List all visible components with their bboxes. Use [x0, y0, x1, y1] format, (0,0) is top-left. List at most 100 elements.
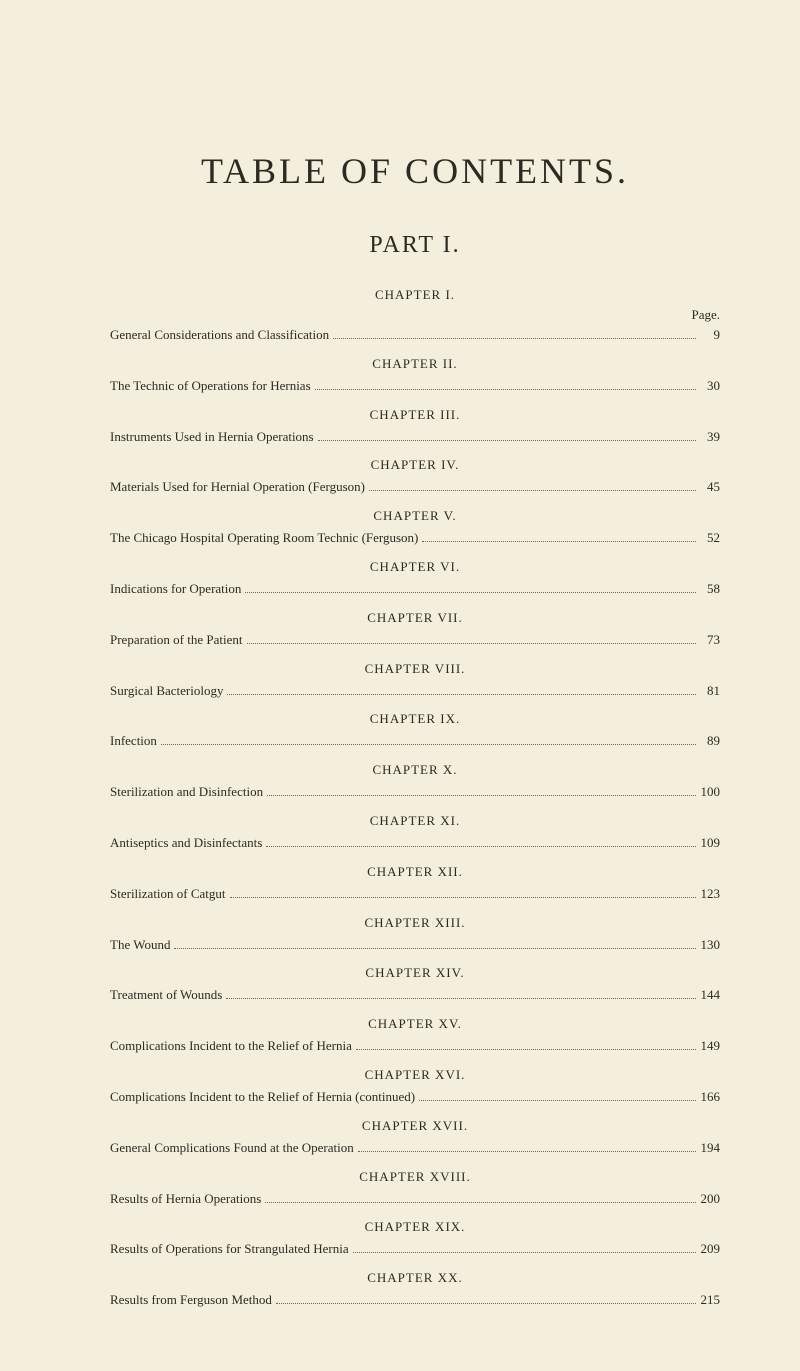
entry-label: The Technic of Operations for Hernias [110, 376, 311, 397]
toc-entry: Complications Incident to the Relief of … [110, 1036, 720, 1057]
entry-page: 52 [700, 528, 720, 549]
chapter-heading: CHAPTER XI. [110, 813, 720, 829]
entry-label: Materials Used for Hernial Operation (Fe… [110, 477, 365, 498]
entry-label: Complications Incident to the Relief of … [110, 1036, 352, 1057]
entry-page: 123 [700, 884, 720, 905]
dot-leader [369, 479, 696, 492]
toc-entry: The Chicago Hospital Operating Room Tech… [110, 528, 720, 549]
entry-label: Results of Operations for Strangulated H… [110, 1239, 349, 1260]
entry-label: Results from Ferguson Method [110, 1290, 272, 1311]
chapter-heading: CHAPTER XIII. [110, 915, 720, 931]
chapter-heading: CHAPTER III. [110, 407, 720, 423]
chapter-heading: CHAPTER XIX. [110, 1219, 720, 1235]
entry-page: 89 [700, 731, 720, 752]
entry-page: 81 [700, 681, 720, 702]
entry-page: 58 [700, 579, 720, 600]
toc-entry: Complications Incident to the Relief of … [110, 1087, 720, 1108]
toc-entry: Preparation of the Patient 73 [110, 630, 720, 651]
entry-label: Sterilization of Catgut [110, 884, 226, 905]
entry-page: 200 [700, 1189, 720, 1210]
dot-leader [358, 1139, 696, 1152]
chapter-heading: CHAPTER XVI. [110, 1067, 720, 1083]
entry-label: Treatment of Wounds [110, 985, 222, 1006]
chapter-heading: CHAPTER X. [110, 762, 720, 778]
chapter-heading: CHAPTER VI. [110, 559, 720, 575]
dot-leader [245, 580, 696, 593]
chapter-heading: CHAPTER XVII. [110, 1118, 720, 1134]
toc-entry: General Complications Found at the Opera… [110, 1138, 720, 1159]
entry-page: 194 [700, 1138, 720, 1159]
toc-entry: Infection 89 [110, 731, 720, 752]
toc-entry: Treatment of Wounds 144 [110, 985, 720, 1006]
chapter-heading: CHAPTER II. [110, 356, 720, 372]
toc-entry: General Considerations and Classificatio… [110, 325, 720, 346]
chapter-heading: CHAPTER I. [110, 287, 720, 303]
toc-entry: Antiseptics and Disinfectants 109 [110, 833, 720, 854]
dot-leader [318, 428, 696, 441]
chapter-heading: CHAPTER IV. [110, 457, 720, 473]
entry-label: Indications for Operation [110, 579, 241, 600]
entry-label: Infection [110, 731, 157, 752]
entry-label: General Considerations and Classificatio… [110, 325, 329, 346]
dot-leader [315, 377, 696, 390]
dot-leader [333, 326, 696, 339]
chapter-heading: CHAPTER VII. [110, 610, 720, 626]
toc-entry: Indications for Operation 58 [110, 579, 720, 600]
toc-entry: Surgical Bacteriology 81 [110, 681, 720, 702]
entry-label: Instruments Used in Hernia Operations [110, 427, 314, 448]
dot-leader [419, 1088, 696, 1101]
toc-entry: Results of Hernia Operations 200 [110, 1189, 720, 1210]
entry-page: 45 [700, 477, 720, 498]
chapter-heading: CHAPTER XVIII. [110, 1169, 720, 1185]
entry-page: 100 [700, 782, 720, 803]
toc-entry: The Technic of Operations for Hernias 30 [110, 376, 720, 397]
dot-leader [174, 936, 696, 949]
page-title: TABLE OF CONTENTS. [110, 150, 720, 192]
dot-leader [161, 733, 696, 746]
toc-entry: The Wound 130 [110, 935, 720, 956]
dot-leader [276, 1291, 696, 1304]
toc-entry: Sterilization of Catgut 123 [110, 884, 720, 905]
entry-label: General Complications Found at the Opera… [110, 1138, 354, 1159]
page-column-label: Page. [691, 307, 720, 323]
entry-page: 166 [700, 1087, 720, 1108]
entry-label: Antiseptics and Disinfectants [110, 833, 262, 854]
entry-label: Sterilization and Disinfection [110, 782, 263, 803]
dot-leader [247, 631, 697, 644]
entry-page: 130 [700, 935, 720, 956]
dot-leader [230, 885, 696, 898]
dot-leader [267, 783, 696, 796]
toc-entry: Results of Operations for Strangulated H… [110, 1239, 720, 1260]
chapter-heading: CHAPTER XIV. [110, 965, 720, 981]
dot-leader [422, 530, 696, 543]
entry-label: Complications Incident to the Relief of … [110, 1087, 415, 1108]
entry-page: 30 [700, 376, 720, 397]
toc-entry: Materials Used for Hernial Operation (Fe… [110, 477, 720, 498]
chapter-heading: CHAPTER IX. [110, 711, 720, 727]
page: TABLE OF CONTENTS. PART I. CHAPTER I. Pa… [0, 0, 800, 1371]
entry-page: 9 [700, 325, 720, 346]
entry-label: Results of Hernia Operations [110, 1189, 261, 1210]
dot-leader [226, 987, 696, 1000]
entry-page: 109 [700, 833, 720, 854]
dot-leader [227, 682, 696, 695]
chapter-heading: CHAPTER XV. [110, 1016, 720, 1032]
chapter-heading: CHAPTER V. [110, 508, 720, 524]
dot-leader [353, 1241, 696, 1254]
entry-label: The Wound [110, 935, 170, 956]
dot-leader [266, 834, 696, 847]
entry-page: 209 [700, 1239, 720, 1260]
chapter-heading: CHAPTER XII. [110, 864, 720, 880]
chapter-heading: CHAPTER XX. [110, 1270, 720, 1286]
toc-entry: Sterilization and Disinfection 100 [110, 782, 720, 803]
entry-page: 149 [700, 1036, 720, 1057]
entry-label: Preparation of the Patient [110, 630, 243, 651]
entry-page: 39 [700, 427, 720, 448]
entry-label: The Chicago Hospital Operating Room Tech… [110, 528, 418, 549]
dot-leader [356, 1037, 696, 1050]
entry-page: 73 [700, 630, 720, 651]
entry-page: 144 [700, 985, 720, 1006]
entry-page: 215 [700, 1290, 720, 1311]
dot-leader [265, 1190, 696, 1203]
chapter-heading: CHAPTER VIII. [110, 661, 720, 677]
